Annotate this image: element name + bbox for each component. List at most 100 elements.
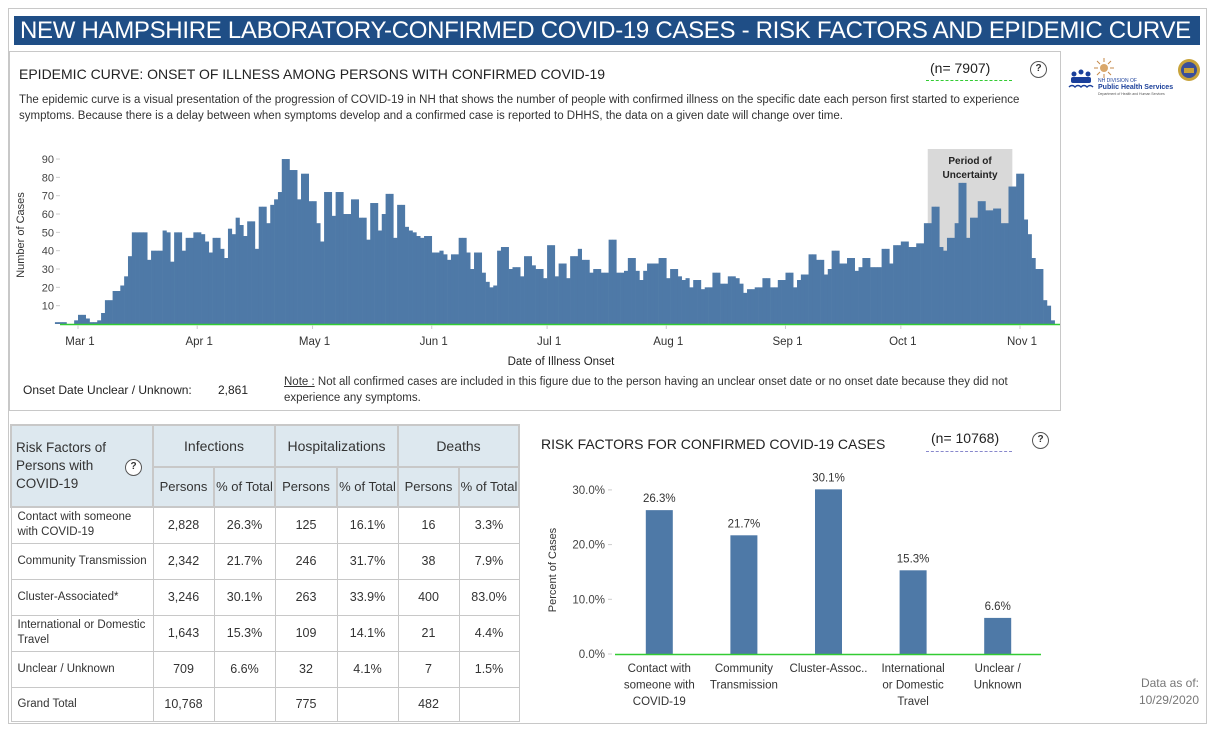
epi-bar[interactable]: [535, 269, 540, 324]
epi-bar[interactable]: [431, 252, 436, 324]
epi-bar[interactable]: [554, 276, 559, 324]
epi-bar[interactable]: [739, 283, 744, 324]
epi-bar[interactable]: [577, 248, 582, 324]
epi-bar[interactable]: [354, 199, 359, 324]
epi-bar[interactable]: [251, 221, 256, 324]
epi-bar[interactable]: [812, 254, 817, 324]
epi-bar[interactable]: [266, 223, 271, 324]
epi-bar[interactable]: [804, 274, 809, 324]
epi-bar[interactable]: [808, 254, 813, 324]
epi-bar[interactable]: [720, 283, 725, 324]
epi-bar[interactable]: [781, 280, 786, 324]
epi-bar[interactable]: [458, 237, 463, 324]
epi-bar[interactable]: [650, 263, 656, 324]
epi-bar[interactable]: [620, 272, 625, 324]
epi-bar[interactable]: [612, 239, 617, 324]
epi-bar[interactable]: [112, 291, 117, 324]
risk-bar[interactable]: [899, 570, 927, 654]
epi-bar[interactable]: [247, 221, 252, 324]
epi-bar[interactable]: [923, 223, 929, 324]
epi-bar[interactable]: [81, 314, 86, 324]
epi-bar[interactable]: [1004, 223, 1009, 324]
epi-bar[interactable]: [131, 232, 136, 324]
epi-bar[interactable]: [493, 285, 498, 324]
epi-bar[interactable]: [889, 263, 894, 324]
epi-bar[interactable]: [666, 278, 671, 324]
epi-bar[interactable]: [474, 252, 479, 324]
epi-bar[interactable]: [485, 281, 490, 324]
epi-bar[interactable]: [512, 267, 517, 324]
epi-bar[interactable]: [231, 234, 236, 324]
epi-bar[interactable]: [893, 245, 898, 324]
epi-bar[interactable]: [404, 226, 409, 324]
epi-bar[interactable]: [600, 272, 606, 324]
epi-bar[interactable]: [85, 318, 90, 324]
epi-bar[interactable]: [470, 269, 475, 324]
epi-bar[interactable]: [166, 232, 171, 324]
epi-bar[interactable]: [743, 292, 748, 324]
epi-bar[interactable]: [339, 192, 344, 324]
epi-bar[interactable]: [758, 287, 763, 324]
epi-bar[interactable]: [170, 261, 175, 324]
epi-bar[interactable]: [773, 287, 779, 324]
epi-bar[interactable]: [74, 320, 79, 324]
epi-bar[interactable]: [389, 193, 394, 324]
epi-bar[interactable]: [154, 250, 160, 324]
epi-bar[interactable]: [516, 267, 521, 324]
epi-bar[interactable]: [931, 206, 936, 324]
epi-bar[interactable]: [946, 237, 952, 324]
epi-bar[interactable]: [981, 201, 986, 324]
epi-bar[interactable]: [297, 199, 302, 324]
epi-bar[interactable]: [420, 237, 425, 324]
epi-bar[interactable]: [927, 223, 932, 324]
epi-bar[interactable]: [858, 267, 863, 324]
epi-bar[interactable]: [454, 254, 459, 324]
epi-bar[interactable]: [366, 239, 371, 324]
epi-bar[interactable]: [220, 248, 225, 324]
epi-bar[interactable]: [712, 272, 717, 324]
epi-bar[interactable]: [408, 230, 413, 324]
epi-bar[interactable]: [562, 263, 567, 324]
epi-bar[interactable]: [204, 241, 210, 324]
epi-bar[interactable]: [301, 173, 306, 324]
epi-bar[interactable]: [1020, 173, 1025, 324]
epi-bar[interactable]: [827, 269, 832, 324]
epi-bar[interactable]: [658, 258, 663, 324]
epi-bar[interactable]: [197, 232, 202, 324]
epi-bar[interactable]: [958, 182, 963, 324]
epi-bar[interactable]: [823, 274, 829, 324]
epi-bar[interactable]: [762, 278, 767, 324]
epi-bar[interactable]: [174, 232, 179, 324]
epi-bar[interactable]: [393, 237, 398, 324]
epi-bar[interactable]: [950, 237, 955, 324]
risk-bar[interactable]: [984, 617, 1012, 654]
epi-bar[interactable]: [524, 256, 529, 324]
epi-bar[interactable]: [673, 269, 679, 324]
epi-bar[interactable]: [770, 287, 775, 324]
epi-bar[interactable]: [835, 250, 840, 324]
epi-bar[interactable]: [670, 269, 675, 324]
epi-bar[interactable]: [343, 214, 348, 324]
table-help-icon[interactable]: ?: [125, 459, 142, 476]
epi-bar[interactable]: [185, 237, 190, 324]
epi-bar[interactable]: [877, 267, 882, 324]
epi-bar[interactable]: [116, 291, 121, 324]
epi-bar[interactable]: [320, 241, 325, 324]
epi-bar[interactable]: [970, 217, 975, 324]
epi-bar[interactable]: [570, 256, 575, 324]
risk-help-icon[interactable]: ?: [1032, 432, 1049, 449]
epi-bar[interactable]: [996, 208, 1002, 324]
epi-bar[interactable]: [462, 237, 467, 324]
epi-bar[interactable]: [531, 265, 536, 324]
epi-bar[interactable]: [224, 258, 229, 324]
risk-bar[interactable]: [815, 489, 842, 654]
epi-bar[interactable]: [654, 263, 659, 324]
epi-bar[interactable]: [89, 322, 94, 324]
epi-bar[interactable]: [820, 259, 825, 324]
epi-bar[interactable]: [466, 252, 471, 324]
epi-bar[interactable]: [943, 250, 948, 324]
epi-bar[interactable]: [1016, 173, 1021, 324]
epi-bar[interactable]: [201, 234, 206, 324]
epi-bar[interactable]: [193, 232, 198, 324]
epi-bar[interactable]: [1039, 269, 1044, 324]
